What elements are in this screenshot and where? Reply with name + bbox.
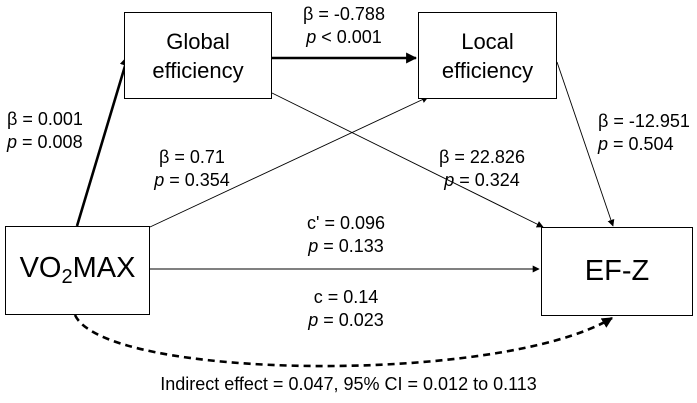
label-vo2-local: β = 0.71 p = 0.354	[140, 146, 244, 192]
node-ef-z: EF-Z	[541, 227, 693, 316]
node-vo2max: VO2MAX	[5, 226, 150, 315]
label-direct-coef: c' = 0.096	[307, 213, 385, 233]
label-local-efz-beta: β = -12.951	[598, 111, 690, 131]
label-vo2-local-p: p = 0.354	[154, 170, 230, 190]
label-vo2-global-beta: β = 0.001	[7, 109, 83, 129]
label-global-efz-p: p = 0.324	[444, 170, 520, 190]
node-vo2max-post: MAX	[72, 252, 136, 284]
arrow-vo2-to-global	[75, 54, 131, 227]
label-vo2-global: β = 0.001 p = 0.008	[7, 108, 83, 154]
label-global-efz: β = 22.826 p = 0.324	[426, 146, 538, 192]
label-local-efz-p: p = 0.504	[598, 134, 674, 154]
indirect-effect-note: Indirect effect = 0.047, 95% CI = 0.012 …	[160, 374, 537, 394]
arrow-total-effect-dashed	[73, 314, 613, 368]
node-global-efficiency: Global efficiency	[124, 12, 272, 99]
node-global-line1: Global	[166, 28, 230, 54]
label-total-path: c = 0.14 p = 0.023	[290, 286, 402, 332]
label-total-coef: c = 0.14	[313, 287, 379, 307]
node-vo2max-pre: VO	[19, 252, 62, 284]
label-global-local: β = -0.788 p < 0.001	[292, 3, 396, 49]
label-local-efz: β = -12.951 p = 0.504	[598, 110, 690, 156]
label-direct-p: p = 0.133	[308, 236, 384, 256]
node-vo2max-label: VO2MAX	[20, 252, 136, 289]
arrow-vo2-to-local	[149, 96, 429, 228]
label-global-local-beta: β = -0.788	[303, 4, 385, 24]
arrow-global-to-efz	[271, 92, 544, 228]
label-direct-path: c' = 0.096 p = 0.133	[290, 212, 402, 258]
label-total-p: p = 0.023	[308, 310, 384, 330]
arrow-local-to-efz	[556, 61, 615, 227]
label-global-efz-beta: β = 22.826	[439, 147, 525, 167]
node-global-line2: efficiency	[152, 57, 244, 83]
node-efz-label: EF-Z	[584, 255, 650, 287]
node-local-line2: efficiency	[441, 57, 534, 83]
label-vo2-local-beta: β = 0.71	[159, 147, 225, 167]
node-local-efficiency: Local efficiency	[418, 12, 557, 99]
node-vo2max-sub: 2	[61, 266, 73, 288]
node-local-line1: Local	[461, 28, 514, 54]
label-vo2-global-p: p = 0.008	[7, 132, 83, 152]
label-global-local-p: p < 0.001	[306, 27, 382, 47]
